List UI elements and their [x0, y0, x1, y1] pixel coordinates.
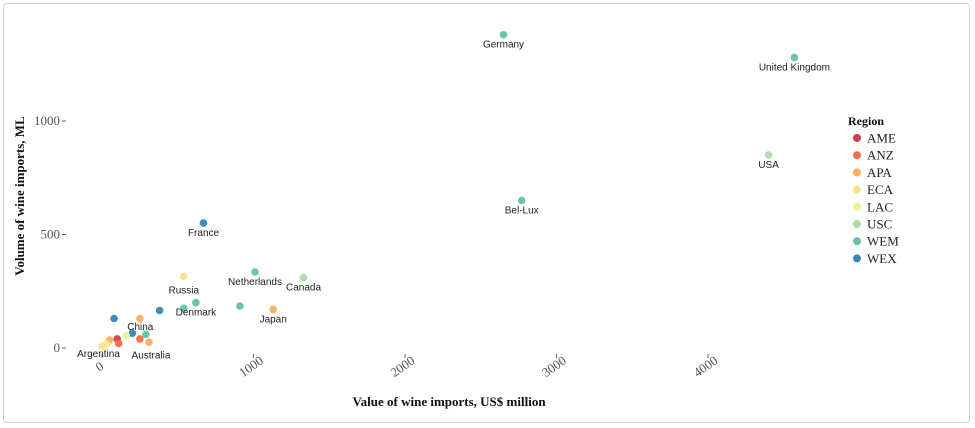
point-label-canada: Canada: [286, 283, 321, 294]
data-point-unlabeled-12: [155, 306, 164, 315]
x-axis: 0 1000 2000 3000 4000: [92, 353, 720, 380]
x-tick-label: 3000: [539, 353, 569, 380]
point-label-japan: Japan: [260, 314, 287, 325]
chart-frame: [3, 3, 970, 423]
data-point-germany: [499, 30, 508, 39]
legend-swatch-apa: [853, 168, 861, 177]
x-tick-label: 0: [92, 358, 106, 374]
legend-swatch-lac: [853, 202, 861, 211]
data-point-unlabeled-14: [136, 314, 144, 323]
data-point-unlabeled-10: [180, 304, 188, 313]
point-label-bel-lux: Bel-Lux: [505, 205, 539, 216]
data-point-denmark: [192, 298, 200, 307]
y-tick-label: 1000: [34, 113, 60, 128]
data-point-bel-lux: [517, 196, 526, 205]
legend-swatch-wex: [853, 254, 861, 263]
legend-label-anz: ANZ: [867, 148, 894, 163]
legend-swatch-wem: [853, 237, 861, 246]
legend-label-eca: ECA: [867, 182, 894, 197]
point-label-netherlands: Netherlands: [228, 277, 282, 288]
y-axis: 0 500 1000: [34, 113, 66, 355]
point-labels-layer: Germany United Kingdom USA Bel-Lux France Net…: [77, 40, 830, 362]
data-point-france: [199, 219, 208, 227]
point-label-australia: Australia: [132, 350, 171, 361]
x-axis-title: Value of wine imports, US$ million: [352, 394, 546, 409]
legend-label-wex: WEX: [867, 251, 897, 266]
data-point-unlabeled-21: [122, 331, 130, 340]
legend-label-ame: AME: [867, 131, 896, 146]
legend-label-usc: USC: [867, 217, 892, 232]
data-point-usa: [764, 151, 773, 159]
x-tick-label: 4000: [690, 353, 720, 380]
legend-swatch-eca: [853, 185, 861, 194]
data-point-australia: [145, 338, 153, 347]
y-axis-title: Volume of wine imports, ML: [12, 116, 27, 276]
legend-label-lac: LAC: [867, 199, 893, 214]
legend: Region AME ANZ APA ECA LAC USC WEM WEX: [848, 114, 899, 266]
y-tick-label: 500: [41, 227, 61, 242]
data-point-unlabeled-18: [136, 335, 144, 343]
y-tick-label: 0: [54, 340, 61, 355]
legend-swatch-usc: [853, 220, 861, 228]
data-point-unlabeled-25: [98, 342, 106, 351]
x-tick-label: 1000: [236, 353, 266, 380]
point-label-russia: Russia: [169, 286, 200, 297]
data-point-unlabeled-16: [142, 330, 150, 339]
x-tick-label: 2000: [387, 353, 417, 380]
legend-label-apa: APA: [867, 165, 892, 180]
legend-title: Region: [848, 114, 884, 128]
data-point-united-kingdom: [790, 53, 799, 62]
points-layer: [98, 30, 799, 351]
point-label-china: China: [127, 322, 154, 333]
point-label-germany: Germany: [483, 40, 524, 51]
data-point-netherlands: [251, 268, 259, 276]
data-point-unlabeled-11: [236, 302, 244, 310]
data-point-unlabeled-13: [110, 314, 118, 323]
point-label-denmark: Denmark: [176, 308, 218, 319]
point-label-argentina: Argentina: [77, 349, 120, 360]
data-point-unlabeled-20: [114, 339, 123, 348]
data-point-canada: [299, 273, 308, 282]
legend-label-wem: WEM: [867, 234, 899, 249]
point-label-usa: USA: [758, 160, 779, 171]
legend-swatch-anz: [853, 151, 861, 160]
legend-swatch-ame: [853, 134, 861, 142]
data-point-russia: [180, 272, 188, 281]
point-label-united-kingdom: United Kingdom: [759, 62, 830, 73]
point-label-france: France: [188, 228, 220, 239]
data-point-china: [128, 329, 137, 338]
data-point-japan: [269, 305, 278, 314]
